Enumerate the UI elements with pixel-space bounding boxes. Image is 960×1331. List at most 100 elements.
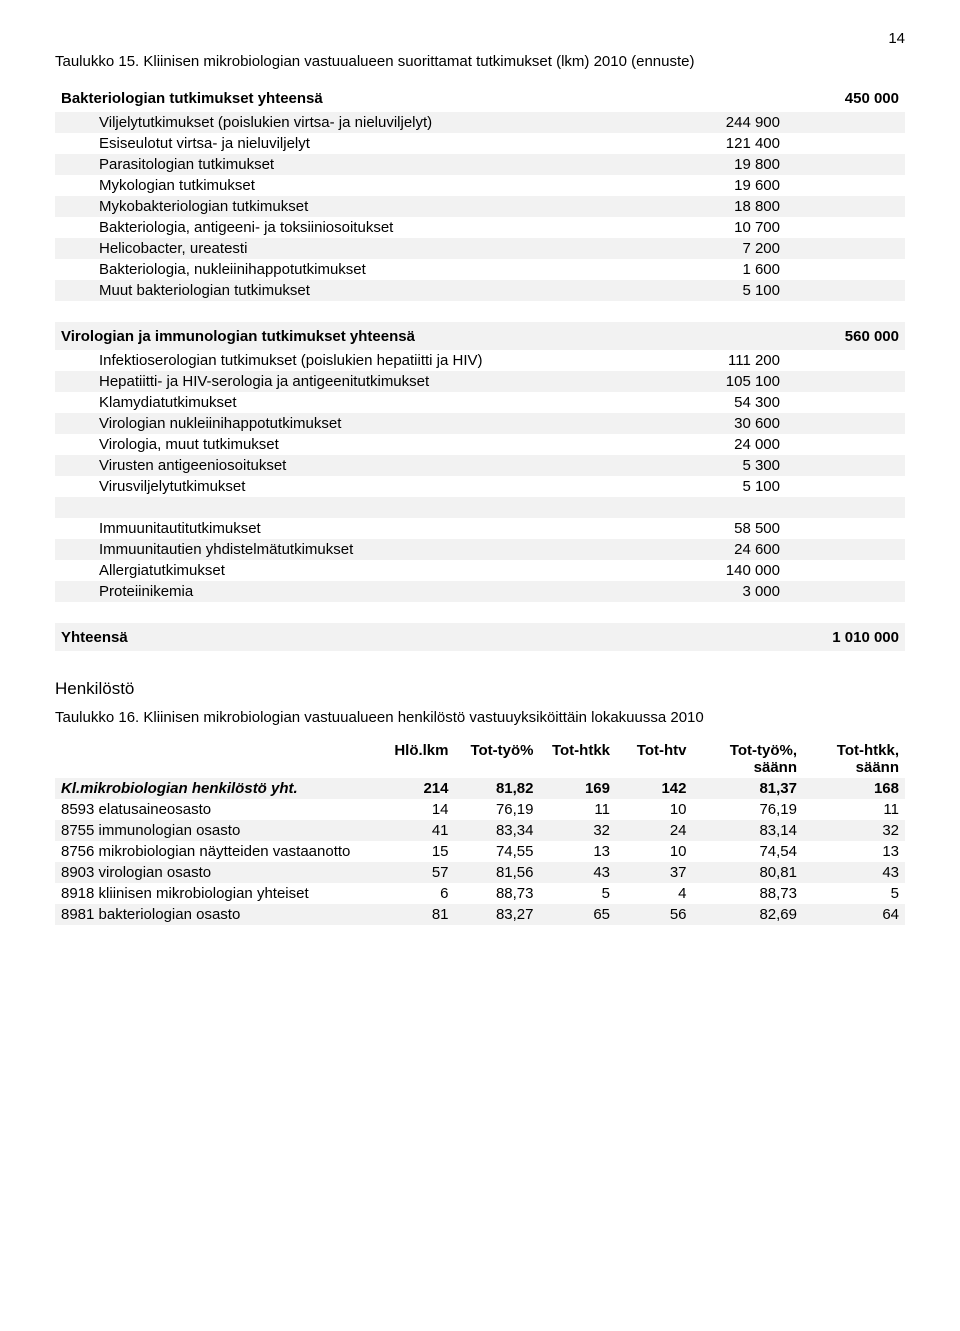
row-value: 19 800	[667, 154, 786, 175]
staff-row-cell: 32	[803, 820, 905, 841]
row-value: 54 300	[667, 392, 786, 413]
staff-row-label: 8593 elatusaineosasto	[55, 799, 378, 820]
row-value: 24 600	[667, 539, 786, 560]
column-header: Tot-htv	[616, 740, 693, 778]
staff-row-cell: 82,69	[693, 904, 804, 925]
row-value: 19 600	[667, 175, 786, 196]
section-total: 560 000	[786, 322, 905, 350]
row-label: Mykologian tutkimukset	[55, 175, 667, 196]
staff-row-label: 8756 mikrobiologian näytteiden vastaanot…	[55, 841, 378, 862]
column-header: Tot-työ%, säänn	[693, 740, 804, 778]
staff-row-cell: 11	[540, 799, 617, 820]
staff-row-cell: 65	[540, 904, 617, 925]
staff-row-cell: 76,19	[455, 799, 540, 820]
staff-row-cell: 13	[540, 841, 617, 862]
row-label: Mykobakteriologian tutkimukset	[55, 196, 667, 217]
row-label: Immuunitautitutkimukset	[55, 518, 667, 539]
staff-row-cell: 10	[616, 841, 693, 862]
staff-row-cell: 64	[803, 904, 905, 925]
staff-row-cell: 76,19	[693, 799, 804, 820]
staff-row-cell: 57	[378, 862, 455, 883]
row-value: 105 100	[667, 371, 786, 392]
staff-total-cell: 168	[803, 778, 905, 799]
row-value: 5 300	[667, 455, 786, 476]
row-label: Proteiinikemia	[55, 581, 667, 602]
table15-caption: Taulukko 15. Kliinisen mikrobiologian va…	[55, 53, 905, 70]
staff-row-cell: 81,56	[455, 862, 540, 883]
row-label: Virologia, muut tutkimukset	[55, 434, 667, 455]
row-label: Parasitologian tutkimukset	[55, 154, 667, 175]
row-label: Allergiatutkimukset	[55, 560, 667, 581]
row-label: Virusviljelytutkimukset	[55, 476, 667, 497]
row-label: Muut bakteriologian tutkimukset	[55, 280, 667, 301]
page-number: 14	[55, 30, 905, 47]
grand-total-label: Yhteensä	[55, 623, 667, 651]
staff-row-cell: 80,81	[693, 862, 804, 883]
table15: Bakteriologian tutkimukset yhteensä 450 0…	[55, 84, 905, 651]
row-value: 5 100	[667, 280, 786, 301]
staff-row-label: 8903 virologian osasto	[55, 862, 378, 883]
staff-row-cell: 83,14	[693, 820, 804, 841]
row-value: 7 200	[667, 238, 786, 259]
staff-row-cell: 74,54	[693, 841, 804, 862]
row-label: Esiseulotut virtsa- ja nieluviljelyt	[55, 133, 667, 154]
staff-row-cell: 4	[616, 883, 693, 904]
row-value: 30 600	[667, 413, 786, 434]
staff-row-cell: 6	[378, 883, 455, 904]
row-value: 10 700	[667, 217, 786, 238]
row-label: Virologian nukleiinihappotutkimukset	[55, 413, 667, 434]
staff-total-cell: 81,82	[455, 778, 540, 799]
row-label: Viljelytutkimukset (poislukien virtsa- j…	[55, 112, 667, 133]
table16-caption: Taulukko 16. Kliinisen mikrobiologian va…	[55, 709, 905, 726]
row-label: Klamydiatutkimukset	[55, 392, 667, 413]
row-label: Virusten antigeeniosoitukset	[55, 455, 667, 476]
row-value: 121 400	[667, 133, 786, 154]
row-label: Bakteriologia, antigeeni- ja toksiinioso…	[55, 217, 667, 238]
column-header: Hlö.lkm	[378, 740, 455, 778]
staff-total-cell: 214	[378, 778, 455, 799]
staff-row-cell: 56	[616, 904, 693, 925]
row-label: Helicobacter, ureatesti	[55, 238, 667, 259]
staff-row-cell: 88,73	[455, 883, 540, 904]
column-header: Tot-työ%	[455, 740, 540, 778]
staff-row-cell: 41	[378, 820, 455, 841]
staff-row-cell: 5	[803, 883, 905, 904]
grand-total-value: 1 010 000	[786, 623, 905, 651]
row-value: 3 000	[667, 581, 786, 602]
staff-row-label: 8755 immunologian osasto	[55, 820, 378, 841]
table16-header-row: Hlö.lkmTot-työ%Tot-htkkTot-htvTot-työ%, …	[55, 740, 905, 778]
staff-row-cell: 24	[616, 820, 693, 841]
row-label: Immuunitautien yhdistelmätutkimukset	[55, 539, 667, 560]
row-value: 111 200	[667, 350, 786, 371]
column-header: Tot-htkk	[540, 740, 617, 778]
section-total: 450 000	[786, 84, 905, 112]
staff-row-cell: 83,27	[455, 904, 540, 925]
staff-heading: Henkilöstö	[55, 679, 905, 699]
staff-row-cell: 74,55	[455, 841, 540, 862]
staff-total-cell: 81,37	[693, 778, 804, 799]
column-header: Tot-htkk, säänn	[803, 740, 905, 778]
row-label: Bakteriologia, nukleiinihappotutkimukset	[55, 259, 667, 280]
section-title: Virologian ja immunologian tutkimukset y…	[55, 322, 667, 350]
staff-row-cell: 43	[540, 862, 617, 883]
staff-row-cell: 32	[540, 820, 617, 841]
staff-row-cell: 11	[803, 799, 905, 820]
row-value: 1 600	[667, 259, 786, 280]
staff-total-cell: 142	[616, 778, 693, 799]
staff-row-cell: 88,73	[693, 883, 804, 904]
column-header	[55, 740, 378, 778]
row-value: 140 000	[667, 560, 786, 581]
row-label: Hepatiitti- ja HIV-serologia ja antigeen…	[55, 371, 667, 392]
row-value: 244 900	[667, 112, 786, 133]
staff-row-cell: 14	[378, 799, 455, 820]
staff-total-cell: 169	[540, 778, 617, 799]
row-value: 5 100	[667, 476, 786, 497]
staff-row-cell: 10	[616, 799, 693, 820]
section-title: Bakteriologian tutkimukset yhteensä	[55, 84, 667, 112]
staff-row-label: 8918 kliinisen mikrobiologian yhteiset	[55, 883, 378, 904]
staff-row-cell: 37	[616, 862, 693, 883]
row-value: 18 800	[667, 196, 786, 217]
staff-row-cell: 83,34	[455, 820, 540, 841]
staff-total-label: Kl.mikrobiologian henkilöstö yht.	[55, 778, 378, 799]
staff-row-cell: 43	[803, 862, 905, 883]
